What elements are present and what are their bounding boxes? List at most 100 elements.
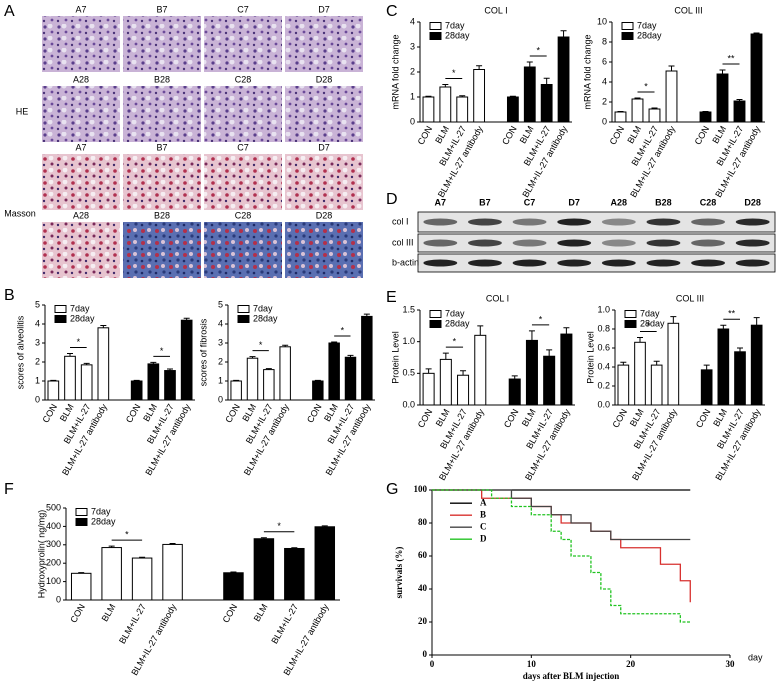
image-label: D28 (316, 74, 333, 84)
stain-label: HE (16, 106, 29, 116)
significance-label: * (536, 45, 540, 55)
panel-letter: D (386, 191, 398, 208)
y-tick-label: 3 (410, 41, 415, 51)
error-bar (637, 337, 643, 343)
image-label: C7 (237, 142, 249, 152)
error-bar (249, 356, 256, 359)
error-bar (167, 368, 173, 371)
error-bar (477, 325, 484, 336)
panel-letter: A (4, 3, 15, 20)
histology-image (285, 154, 363, 210)
error-bar (108, 545, 115, 548)
y-tick-label: 100 (414, 484, 428, 494)
bar (667, 322, 680, 406)
panel-letter: G (386, 481, 398, 498)
blot-band (646, 218, 681, 226)
bar (733, 100, 746, 123)
error-bar (753, 32, 760, 34)
blot-band (601, 259, 636, 267)
x-tick-label: CON (223, 402, 242, 424)
error-bar (83, 362, 90, 365)
y-tick-label: 60 (418, 550, 428, 560)
histology-image (204, 154, 282, 210)
blot-band (601, 218, 636, 226)
bar (665, 70, 678, 123)
significance-label: * (125, 529, 129, 539)
x-tick-label: CON (693, 124, 712, 146)
blot-column-label: D28 (744, 197, 761, 207)
bar (506, 96, 519, 123)
histology-image (42, 222, 120, 278)
bar (456, 96, 469, 123)
x-tick-label: BLM (100, 602, 118, 623)
x-axis-unit: day (748, 652, 763, 662)
x-tick-label: CON (416, 124, 435, 146)
blot-column-label: C28 (700, 197, 717, 207)
chart-title: COL III (674, 5, 702, 15)
bar (344, 356, 357, 401)
histology-image (123, 154, 201, 210)
legend-label: A (480, 497, 487, 507)
significance-label: ** (728, 309, 736, 319)
y-axis-title: mRNA fold change (582, 34, 592, 109)
y-tick-label: 4 (35, 318, 40, 328)
error-bar (331, 341, 338, 343)
y-tick-label: 1.5 (402, 304, 415, 314)
error-bar (668, 65, 675, 71)
bar (523, 66, 536, 123)
significance-label: * (160, 346, 164, 356)
chart-title: COL I (484, 5, 507, 15)
bar (457, 374, 470, 406)
legend-label: 28day (445, 30, 470, 40)
y-tick-label: 5 (218, 299, 223, 309)
error-bar (543, 77, 550, 85)
image-label: A28 (73, 74, 89, 84)
blot-lane (417, 253, 776, 273)
y-tick-label: 0.0 (402, 399, 415, 409)
bar (699, 111, 712, 123)
significance-label: * (453, 336, 457, 346)
y-tick-label: 0.4 (597, 361, 610, 371)
blot-row-label: col III (392, 237, 414, 247)
y-tick-label: 100 (46, 576, 61, 586)
significance-label: * (277, 521, 281, 531)
bar (47, 380, 60, 401)
bar (717, 328, 730, 406)
bar (540, 84, 553, 123)
y-tick-label: 10 (597, 16, 607, 26)
bar (131, 557, 153, 601)
x-tick-label: CON (305, 402, 324, 424)
x-tick-label: CON (500, 124, 519, 146)
bar (473, 69, 486, 123)
error-bar (321, 525, 328, 527)
blot-row-label: b-actin (392, 257, 419, 267)
bar (634, 341, 646, 406)
x-tick-label: 0 (430, 659, 435, 669)
y-tick-label: 4 (410, 16, 415, 26)
error-bar (526, 61, 533, 67)
error-bar (442, 352, 449, 360)
error-bar (363, 313, 370, 317)
x-tick-label: 20 (626, 659, 636, 669)
significance-label: * (77, 337, 81, 347)
x-tick-label: CON (608, 124, 627, 146)
histology-image (285, 86, 363, 142)
error-bar (651, 107, 658, 109)
error-bar (442, 84, 449, 87)
y-axis-title: Protein Level (585, 331, 595, 384)
image-label: B7 (156, 4, 167, 14)
chart-title: COL I (486, 293, 509, 303)
image-label: D7 (318, 142, 330, 152)
blot-column-label: A28 (611, 197, 628, 207)
bar (734, 351, 746, 406)
error-bar (560, 30, 567, 37)
error-bar (50, 379, 57, 381)
bar (361, 315, 373, 401)
bar (631, 98, 644, 123)
legend-swatch (621, 32, 634, 40)
bar (474, 334, 487, 406)
bar (700, 369, 713, 406)
x-tick-label: CON (221, 602, 240, 624)
x-tick-label: CON (68, 602, 87, 624)
significance-label: * (452, 68, 456, 78)
